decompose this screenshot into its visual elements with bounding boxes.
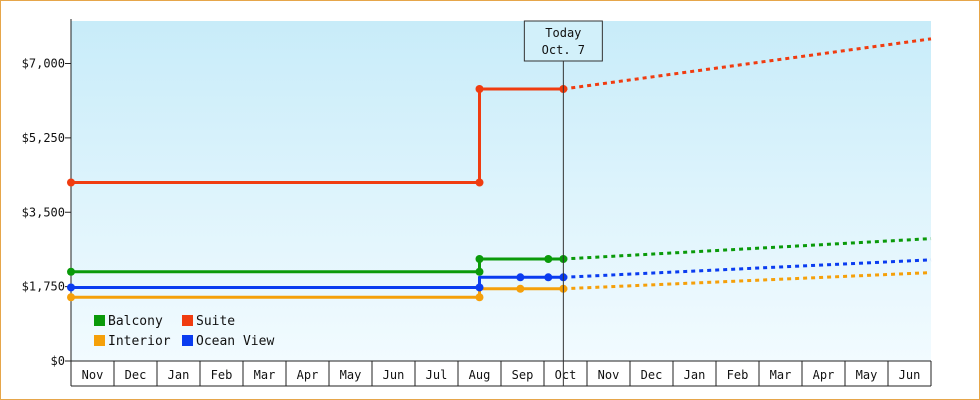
x-tick-label: May [856, 368, 878, 382]
x-tick-label: Nov [598, 368, 620, 382]
data-point-ocean-view [475, 283, 484, 292]
legend-label-balcony: Balcony [108, 314, 163, 329]
x-tick-label: Apr [813, 368, 835, 382]
legend: Balcony Suite Interior Ocean View [94, 314, 274, 349]
x-tick-label: Dec [125, 368, 147, 382]
x-tick-label: Jun [899, 368, 921, 382]
series-line-suite [71, 87, 564, 184]
legend-label-suite: Suite [196, 314, 235, 329]
x-tick-label: Jun [383, 368, 405, 382]
legend-swatch-interior [94, 335, 105, 346]
data-point-balcony [544, 255, 553, 263]
y-tick-label: $0 [51, 354, 65, 368]
x-tick-label: Jan [168, 368, 190, 382]
plot-background [71, 21, 931, 361]
legend-swatch-ocean-view [182, 335, 193, 346]
today-label: Today [545, 26, 581, 40]
x-tick-label: Mar [254, 368, 276, 382]
y-tick-label: $5,250 [22, 131, 65, 145]
data-point-balcony [475, 267, 484, 276]
x-tick-label: Apr [297, 368, 319, 382]
today-box [523, 20, 603, 62]
data-point-ocean-view [67, 283, 75, 292]
legend-label-interior: Interior [108, 334, 171, 349]
x-tick-label: Dec [641, 368, 663, 382]
y-tick-label: $7,000 [22, 57, 65, 71]
data-point-suite [475, 178, 484, 187]
data-point-interior [475, 293, 484, 302]
forecast-line-balcony [563, 237, 932, 261]
x-tick-label: Sep [512, 368, 534, 382]
legend-swatch-suite [182, 315, 193, 326]
data-point-suite [67, 178, 75, 187]
y-tick-label: $1,750 [22, 280, 65, 294]
x-tick-label: Jan [684, 368, 706, 382]
legend-swatch-balcony [94, 315, 105, 326]
today-date: Oct. 7 [542, 43, 585, 57]
x-tick-label: Nov [82, 368, 104, 382]
x-tick-label: Jul [426, 368, 448, 382]
data-point-balcony [475, 255, 484, 263]
forecast-line-suite [563, 37, 932, 91]
x-tick-label: May [340, 368, 362, 382]
x-tick-label: Aug [469, 368, 491, 382]
data-point-ocean-view [544, 273, 553, 282]
forecast-line-ocean-view [563, 258, 932, 279]
legend-label-ocean-view: Ocean View [196, 334, 274, 349]
x-tick-label: Mar [770, 368, 792, 382]
x-tick-label: Feb [211, 368, 233, 382]
data-point-suite [475, 85, 484, 93]
data-point-interior [67, 293, 75, 302]
x-tick-label: Oct [555, 368, 577, 382]
data-point-interior [516, 284, 525, 293]
y-tick-label: $3,500 [22, 205, 65, 219]
x-tick-label: Feb [727, 368, 749, 382]
data-point-balcony [67, 267, 75, 276]
data-point-ocean-view [516, 273, 525, 282]
forecast-line-interior [563, 271, 932, 291]
